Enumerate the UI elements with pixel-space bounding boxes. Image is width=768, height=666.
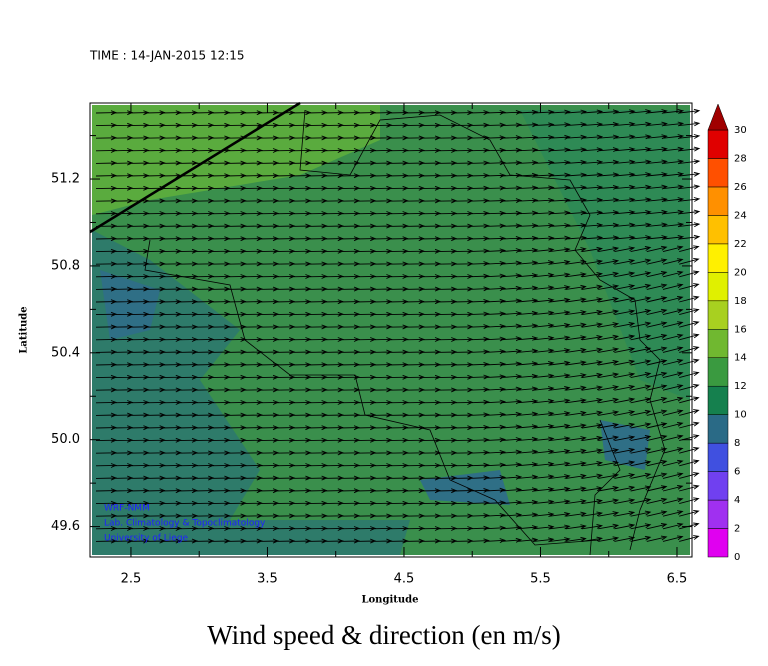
colorbar-label: 14 bbox=[734, 353, 747, 364]
y-tick-label: 50.0 bbox=[51, 432, 80, 447]
y-axis-label: Latitude bbox=[19, 306, 30, 353]
x-tick-label: 3.5 bbox=[257, 572, 278, 587]
colorbar-label: 26 bbox=[734, 182, 747, 193]
credit: WRF-NMM bbox=[104, 504, 150, 514]
colorbar-swatch bbox=[707, 158, 729, 188]
colorbar-label: 2 bbox=[734, 524, 740, 535]
colorbar-over bbox=[707, 103, 729, 131]
field-blue bbox=[600, 420, 650, 470]
x-tick-label: 6.5 bbox=[667, 572, 688, 587]
colorbar-swatch bbox=[707, 300, 729, 330]
borders bbox=[144, 109, 666, 556]
y-tick-label: 50.8 bbox=[51, 258, 80, 273]
colorbar-label: 8 bbox=[734, 438, 740, 449]
colorbar-swatch bbox=[707, 186, 729, 216]
colorbar-swatch bbox=[707, 272, 729, 302]
colorbar-label: 6 bbox=[734, 467, 740, 478]
colorbar-swatch bbox=[707, 528, 729, 558]
colorbar-label: 24 bbox=[734, 210, 747, 221]
y-tick-label: 50.4 bbox=[51, 345, 80, 360]
x-tick-label: 5.5 bbox=[530, 572, 551, 587]
x-tick-label: 2.5 bbox=[121, 572, 142, 587]
credit: Lab. Climatology & Topoclimatology bbox=[104, 519, 266, 529]
y-tick-label: 51.2 bbox=[51, 172, 80, 187]
y-tick-label: 49.6 bbox=[51, 519, 80, 534]
colorbar-label: 16 bbox=[734, 324, 747, 335]
x-axis-label: Longitude bbox=[361, 595, 418, 606]
time-label: TIME : 14-JAN-2015 12:15 bbox=[89, 49, 245, 63]
colorbar-swatch bbox=[707, 385, 729, 415]
colorbar-swatch bbox=[707, 471, 729, 501]
front-line bbox=[89, 101, 301, 234]
colorbar-swatch bbox=[707, 243, 729, 273]
colorbar-swatch bbox=[707, 414, 729, 444]
colorbar-swatch bbox=[707, 499, 729, 529]
colorbar-swatch bbox=[707, 215, 729, 245]
plot-frame bbox=[89, 102, 693, 558]
colorbar-label: 22 bbox=[734, 239, 747, 250]
colorbar-label: 18 bbox=[734, 296, 747, 307]
colorbar-label: 10 bbox=[734, 410, 747, 421]
colorbar-swatch bbox=[707, 357, 729, 387]
footer-title: Wind speed & direction (en m/s) bbox=[207, 620, 561, 650]
colorbar-label: 28 bbox=[734, 153, 747, 164]
field-teal bbox=[92, 230, 410, 555]
colorbar-swatch bbox=[707, 129, 729, 159]
colorbar-label: 20 bbox=[734, 267, 747, 278]
colorbar-swatch bbox=[707, 442, 729, 472]
colorbar-label: 4 bbox=[734, 495, 740, 506]
wind-field bbox=[89, 101, 701, 556]
wind-vectors bbox=[95, 108, 701, 544]
credit: University of Liege bbox=[104, 534, 189, 544]
x-tick-label: 4.5 bbox=[394, 572, 415, 587]
colorbar-label: 0 bbox=[734, 552, 740, 563]
colorbar-label: 30 bbox=[734, 125, 747, 136]
colorbar-swatch bbox=[707, 329, 729, 358]
credits: WRF-NMM Lab. Climatology & Topoclimatolo… bbox=[104, 504, 266, 544]
colorbar-label: 12 bbox=[734, 381, 747, 392]
